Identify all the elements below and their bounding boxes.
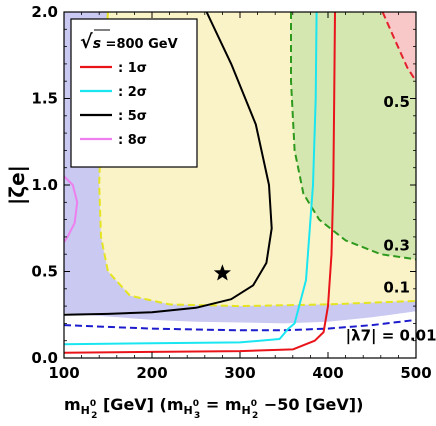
contour-dashed-1 <box>290 12 416 261</box>
x-tick-label: 500 <box>400 364 431 382</box>
region-label-0: 0.5 <box>383 93 410 111</box>
y-tick-label: 0.0 <box>31 349 58 367</box>
curve-4 <box>64 175 79 243</box>
legend-box <box>70 18 198 168</box>
y-axis-label: |ζe| <box>5 165 29 205</box>
y-tick-label: 0.5 <box>31 263 58 281</box>
legend-entry-label: : 5σ <box>118 109 147 124</box>
region-labels: 0.5 0.3 0.1 |λ7| = 0.01 <box>346 93 436 346</box>
region-lambda-0.3 <box>291 12 416 260</box>
legend: √s =800 GeV : 1σ : 2σ : 5σ : 8σ <box>70 18 198 168</box>
legend-entry-label: : 2σ <box>118 85 147 100</box>
x-tick-label: 400 <box>312 364 343 382</box>
contour-dashed-3 <box>381 12 416 82</box>
x-axis-label: mH0 2 [GeV] (mH0 3 = mH0 2 −50 [GeV]) <box>64 395 363 421</box>
y-tick-label: 1.0 <box>31 176 58 194</box>
x-tick-label: 200 <box>136 364 167 382</box>
x-tick-label: 300 <box>224 364 255 382</box>
region-white-bottom <box>64 311 416 358</box>
curve-2 <box>64 12 318 346</box>
region-label-1: 0.3 <box>383 237 410 255</box>
lambda7-contours <box>64 12 416 332</box>
y-tick-label: 2.0 <box>31 3 58 21</box>
benchmark-star-icon <box>213 264 231 281</box>
contour-dashed-0 <box>98 12 416 308</box>
region-label-2: 0.1 <box>383 278 410 296</box>
region-lambda-0.5 <box>382 12 416 82</box>
legend-title: √s =800 GeV <box>80 31 178 53</box>
x-axis-label-text: mH0 2 [GeV] (mH0 3 = mH0 2 −50 [GeV]) <box>64 395 363 421</box>
legend-entry-label: : 1σ <box>118 61 147 76</box>
legend-entries: : 1σ : 2σ : 5σ : 8σ <box>80 61 147 148</box>
x-tick-label: 100 <box>48 364 79 382</box>
curve-3 <box>64 12 273 316</box>
axis-ticks: 100 200 300 400 500 0.0 0.5 1.0 1.5 2.0 <box>31 3 431 382</box>
benchmark-layer <box>213 264 231 281</box>
y-axis-label-text: |ζe| <box>5 165 29 205</box>
legend-entry-label: : 8σ <box>118 133 147 148</box>
significance-curves <box>64 12 336 354</box>
y-tick-label: 1.5 <box>31 90 58 108</box>
contour-dashed-2 <box>64 318 416 332</box>
curve-1 <box>64 12 336 354</box>
region-label-3: |λ7| = 0.01 <box>346 327 436 346</box>
